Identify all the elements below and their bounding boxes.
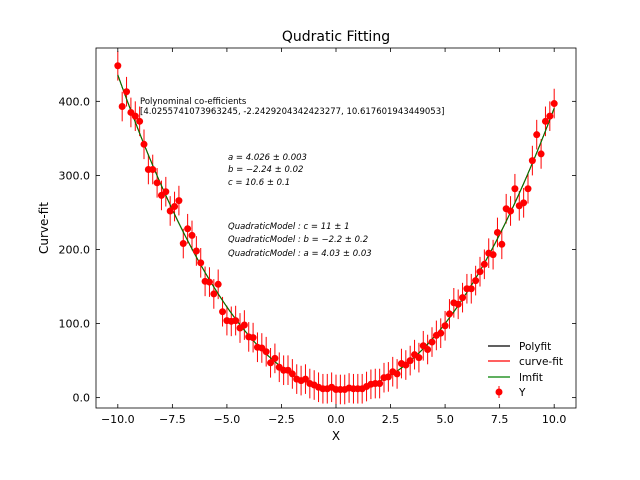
- data-point: [528, 157, 536, 165]
- data-point: [402, 361, 410, 369]
- x-tick-label: 10.0: [542, 413, 567, 426]
- chart-title: Qudratic Fitting: [282, 29, 390, 45]
- data-point: [136, 117, 144, 125]
- data-point: [507, 207, 515, 215]
- data-point: [437, 329, 445, 337]
- annotation-model-a: QuadraticModel : a = 4.03 ± 0.03: [228, 249, 372, 259]
- annotation-coef-values: [4.0255741073963245, -2.2429204342423277…: [140, 107, 444, 117]
- annotation-model-c: QuadraticModel : c = 11 ± 1: [228, 222, 350, 232]
- x-tick-label: 5.0: [436, 413, 454, 426]
- data-point: [188, 231, 196, 239]
- annotation-param-c: c = 10.6 ± 0.1: [228, 178, 290, 188]
- y-tick-label: 300.0: [59, 169, 91, 182]
- annotation-model-b: QuadraticModel : b = −2.2 ± 0.2: [228, 235, 368, 245]
- x-axis-ticks: −10.0 −7.5 −5.0 −2.5 0.0 2.5 5.0 7.5 10.0: [101, 48, 566, 426]
- x-tick-label: −2.5: [268, 413, 295, 426]
- data-point: [210, 290, 218, 298]
- data-point: [301, 375, 309, 383]
- legend-label-curve-fit: curve-fit: [519, 356, 563, 368]
- legend-marker-y: [495, 388, 503, 396]
- data-point: [131, 112, 139, 120]
- data-point: [415, 354, 423, 362]
- data-point: [171, 203, 179, 211]
- data-point: [480, 260, 488, 268]
- y-tick-label: 200.0: [59, 243, 91, 256]
- data-point: [118, 103, 126, 111]
- data-point: [140, 140, 148, 148]
- data-point: [179, 240, 187, 248]
- data-point: [493, 228, 501, 236]
- y-axis-label: Curve-fit: [37, 202, 51, 254]
- data-point: [498, 240, 506, 248]
- data-point: [537, 150, 545, 158]
- data-point: [550, 100, 558, 108]
- y-axis-ticks: 0.0 100.0 200.0 300.0 400.0: [59, 95, 576, 405]
- x-tick-label: 0.0: [327, 413, 345, 426]
- data-point: [175, 197, 183, 205]
- x-tick-label: 7.5: [491, 413, 509, 426]
- data-point: [288, 370, 296, 378]
- data-point: [445, 310, 453, 318]
- data-point: [153, 179, 161, 187]
- data-point: [489, 251, 497, 259]
- data-point: [214, 280, 222, 288]
- y-tick-label: 400.0: [59, 95, 91, 108]
- data-point: [533, 131, 541, 139]
- data-point: [197, 259, 205, 267]
- data-point: [376, 380, 384, 388]
- data-point: [459, 294, 467, 302]
- plot-area: [114, 50, 558, 405]
- data-point: [149, 165, 157, 173]
- x-tick-label: −10.0: [101, 413, 135, 426]
- data-point: [249, 334, 257, 342]
- data-point: [240, 321, 248, 329]
- data-point: [123, 88, 131, 96]
- legend-label-y: Y: [518, 387, 526, 399]
- x-tick-label: 2.5: [382, 413, 400, 426]
- data-point: [541, 117, 549, 125]
- data-point: [476, 268, 484, 276]
- data-point: [511, 185, 519, 193]
- data-point: [424, 345, 432, 353]
- annotation-param-b: b = −2.24 ± 0.02: [228, 165, 303, 175]
- legend-label-lmfit: lmfit: [519, 372, 543, 384]
- data-point: [166, 207, 174, 215]
- y-tick-label: 0.0: [73, 392, 91, 405]
- data-point: [232, 317, 240, 325]
- data-point: [205, 278, 213, 286]
- data-point: [162, 188, 170, 196]
- data-points: [114, 62, 558, 393]
- data-point: [467, 285, 475, 293]
- x-axis-label: X: [332, 429, 340, 443]
- data-point: [520, 199, 528, 207]
- data-point: [546, 112, 554, 120]
- legend: Polyfit curve-fit lmfit Y: [488, 341, 563, 399]
- y-tick-label: 100.0: [59, 318, 91, 331]
- x-tick-label: −7.5: [159, 413, 186, 426]
- data-point: [524, 185, 532, 193]
- data-point: [428, 338, 436, 346]
- annotation-param-a: a = 4.026 ± 0.003: [228, 153, 307, 163]
- data-point: [267, 359, 275, 367]
- annotation-coef-title: Polynominal co-efficients: [140, 97, 247, 107]
- data-point: [114, 62, 122, 70]
- data-point: [262, 348, 270, 356]
- data-point: [184, 225, 192, 233]
- data-point: [406, 357, 414, 365]
- data-point: [393, 370, 401, 378]
- data-point: [219, 308, 227, 316]
- data-point: [192, 247, 200, 255]
- data-point: [441, 322, 449, 330]
- legend-label-polyfit: Polyfit: [519, 341, 551, 353]
- data-point: [472, 277, 480, 285]
- x-tick-label: −5.0: [214, 413, 241, 426]
- data-point: [271, 354, 279, 362]
- data-point: [454, 300, 462, 308]
- data-point: [384, 373, 392, 381]
